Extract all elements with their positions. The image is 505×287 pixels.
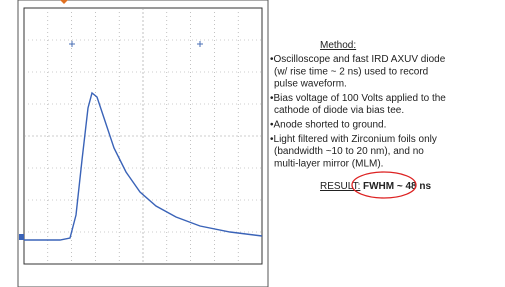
bullet-line: (bandwidth ~10 to 20 nm), and no	[274, 146, 424, 157]
bullet-line: •Oscilloscope and fast IRD AXUV diode	[270, 54, 446, 65]
bullet-line: pulse waveform.	[274, 79, 347, 90]
bullet-line: •Bias voltage of 100 Volts applied to th…	[270, 93, 446, 104]
channel-marker	[19, 234, 24, 240]
method-title: Method:	[320, 40, 356, 51]
bullet-line: (w/ rise time ~ 2 ns) used to record	[274, 66, 428, 77]
bullet-line: cathode of diode via bias tee.	[274, 105, 404, 116]
bullet-line: •Light filtered with Zirconium foils onl…	[270, 134, 437, 145]
oscilloscope-screenshot	[18, 0, 268, 287]
slide: Method: •Oscilloscope and fast IRD AXUV …	[0, 0, 505, 287]
method-bullets: •Oscilloscope and fast IRD AXUV diode(w/…	[270, 54, 446, 169]
result-value: FWHM ~ 48 ns	[363, 181, 432, 192]
bullet-line: multi-layer mirror (MLM).	[274, 158, 383, 169]
bullet-line: •Anode shorted to ground.	[270, 120, 386, 131]
